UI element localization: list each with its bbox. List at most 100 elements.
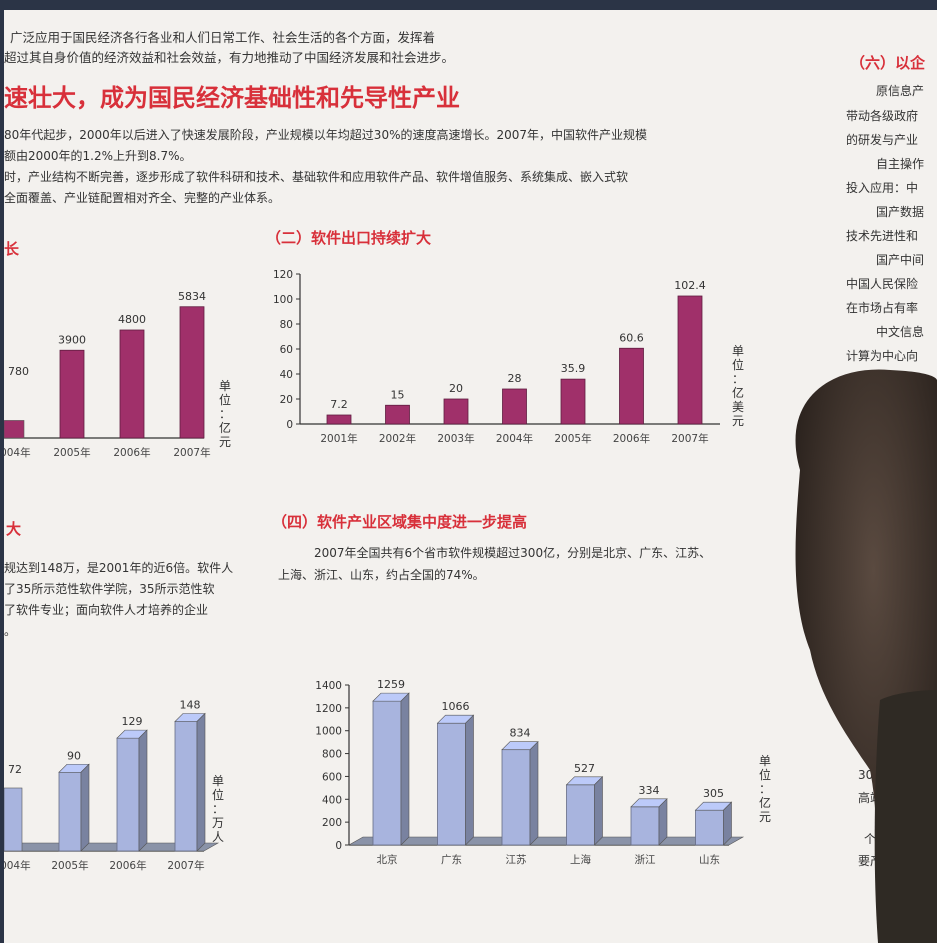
intro-line-2: 超过其自身价值的经济效益和社会效益，有力地推动了中国经济发展和社会进步。: [4, 50, 455, 65]
section4-title: （四）软件产业区域集中度进一步提高: [272, 513, 528, 531]
unit-label-char: ：: [219, 407, 231, 421]
chart-industry-scale: 2004年 2005年 3900 2006年 4800 2007年 5834 780 单位：亿元: [4, 290, 231, 459]
data-label: 72: [8, 763, 22, 776]
x-tick-label: 2006年: [613, 432, 650, 445]
unit-label-char: 人: [212, 830, 224, 844]
body-line-2: 额由2000年的1.2%上升到8.7%。: [4, 149, 192, 163]
right-line-11: 中文信息: [876, 325, 925, 339]
x-tick-label: 2005年: [51, 859, 88, 872]
section4-line-1: 2007年全国共有6个省市软件规模超过300亿，分别是北京、广东、江苏、: [314, 546, 712, 560]
x-tick-label: 广东: [441, 853, 462, 866]
bar: [119, 329, 145, 439]
bar-side: [465, 714, 474, 846]
data-label: 90: [67, 749, 81, 762]
x-tick-label: 2005年: [53, 446, 90, 459]
y-tick-label: 1200: [315, 703, 342, 715]
bar: [179, 306, 205, 439]
unit-label-char: 亿: [219, 420, 231, 435]
data-label: 5834: [178, 290, 206, 303]
y-tick-label: 200: [322, 817, 342, 829]
body-line-4: 全面覆盖、产业链配置相对齐全、完整的产业体系。: [4, 191, 281, 205]
unit-label-char: 美: [732, 400, 744, 414]
x-tick-label: 2006年: [109, 859, 146, 872]
unit-label-char: 元: [759, 810, 771, 824]
section3-line-4: 。: [4, 624, 17, 638]
right-line-2: 带动各级政府: [846, 109, 919, 123]
y-tick-label: 40: [280, 369, 293, 381]
unit-label-char: ：: [759, 782, 771, 796]
unit-label-char: 单: [212, 774, 224, 788]
data-label: 1259: [377, 678, 405, 691]
data-label: 102.4: [674, 279, 706, 292]
right-line-12: 计算为中心向: [846, 349, 919, 363]
data-label: 20: [449, 382, 463, 395]
right-line-10: 在市场占有率: [846, 301, 919, 315]
x-tick-label: 2005年: [554, 432, 591, 445]
main-heading: 速壮大，成为国民经济基础性和先导性产业: [4, 84, 460, 112]
y-tick-label: 80: [280, 319, 293, 331]
bar: [116, 737, 140, 852]
x-tick-label: 山东: [699, 853, 720, 866]
x-tick-label: 2006年: [113, 446, 150, 459]
data-label: 15: [391, 388, 405, 401]
bar: [566, 784, 595, 846]
bar-side: [658, 798, 668, 846]
unit-label-char: 位: [732, 357, 744, 372]
data-label: 129: [122, 715, 143, 728]
x-tick-label: 2002年: [379, 432, 416, 445]
data-label: 148: [180, 699, 201, 712]
bar: [385, 404, 410, 425]
data-label: 780: [8, 365, 29, 378]
chart-software-talent: 2004年 2005年 90 2006年 129 2007年 148 72 单位：万人: [4, 699, 224, 872]
data-label: 834: [510, 727, 531, 740]
bar-side: [80, 763, 90, 852]
unit-label-char: 亿: [759, 795, 771, 810]
right-line-5: 投入应用：中: [846, 181, 919, 195]
section3-line-1: 规达到148万，是2001年的近6倍。软件人: [4, 561, 234, 575]
bar: [372, 700, 402, 846]
right-line-8: 国产中间: [876, 253, 925, 267]
unit-label-char: 位: [219, 392, 231, 407]
data-label: 60.6: [619, 331, 644, 344]
bar-side: [723, 801, 732, 846]
section6-heading: （六）以企: [850, 54, 926, 72]
bar: [4, 420, 25, 439]
unit-label-char: 单: [732, 344, 744, 358]
unit-label-char: 万: [212, 816, 224, 830]
unit-label-char: 单: [219, 379, 231, 393]
unit-label-char: 位: [759, 767, 771, 782]
bar-side: [196, 712, 206, 852]
body-line-1: 80年代起步，2000年以后进入了快速发展阶段，产业规模以年均超过30%的速度高…: [4, 128, 648, 142]
body-line-3: 时，产业结构不断完善，逐步形成了软件科研和技术、基础软件和应用软件产品、软件增值…: [4, 170, 629, 184]
bar-side: [594, 776, 603, 846]
unit-label-char: ：: [212, 802, 224, 816]
data-label: 35.9: [561, 362, 586, 375]
bar: [502, 388, 527, 425]
x-tick-label: 2007年: [173, 446, 210, 459]
unit-label-char: 位: [212, 787, 224, 802]
bar: [501, 749, 531, 846]
section3-fragment: 大: [6, 520, 22, 538]
y-tick-label: 1000: [315, 726, 342, 738]
unit-label-char: 元: [732, 414, 744, 428]
bar: [560, 378, 586, 425]
y-tick-label: 120: [273, 269, 293, 281]
y-tick-label: 0: [286, 419, 293, 431]
section1-fragment: 长: [4, 240, 20, 258]
bar: [4, 787, 23, 852]
x-tick-label: 2004年: [4, 446, 31, 459]
data-label: 4800: [118, 313, 146, 326]
y-tick-label: 0: [335, 840, 342, 852]
bar: [174, 721, 198, 852]
bar: [443, 398, 469, 425]
right-line-1: 原信息产: [876, 84, 925, 98]
bar-side: [138, 729, 148, 852]
unit-label-char: ：: [732, 372, 744, 386]
right-line-7: 技术先进性和: [846, 229, 919, 243]
right-bottom-3: 个: [864, 832, 877, 846]
unit-label-char: 亿: [732, 385, 744, 400]
y-tick-label: 400: [322, 794, 342, 806]
right-line-9: 中国人民保险: [846, 277, 919, 291]
x-tick-label: 2001年: [320, 432, 357, 445]
data-label: 3900: [58, 333, 86, 346]
